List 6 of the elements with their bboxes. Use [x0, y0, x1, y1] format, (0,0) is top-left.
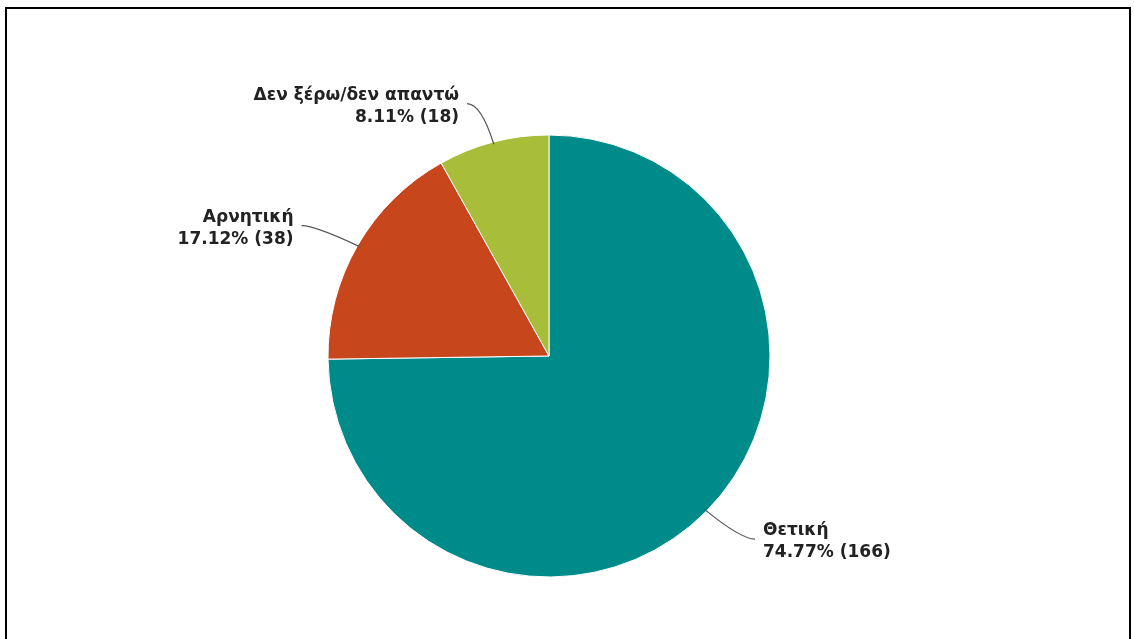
slice-label: Δεν ξέρω/δεν απαντώ: [253, 83, 460, 104]
data-label: 17.12% (38): [177, 227, 294, 248]
slice-label: Αρνητική: [202, 205, 294, 226]
data-label: 74.77% (166): [762, 541, 891, 562]
data-label: 8.11% (18): [354, 105, 460, 126]
slice-label: Θετική: [762, 519, 829, 540]
